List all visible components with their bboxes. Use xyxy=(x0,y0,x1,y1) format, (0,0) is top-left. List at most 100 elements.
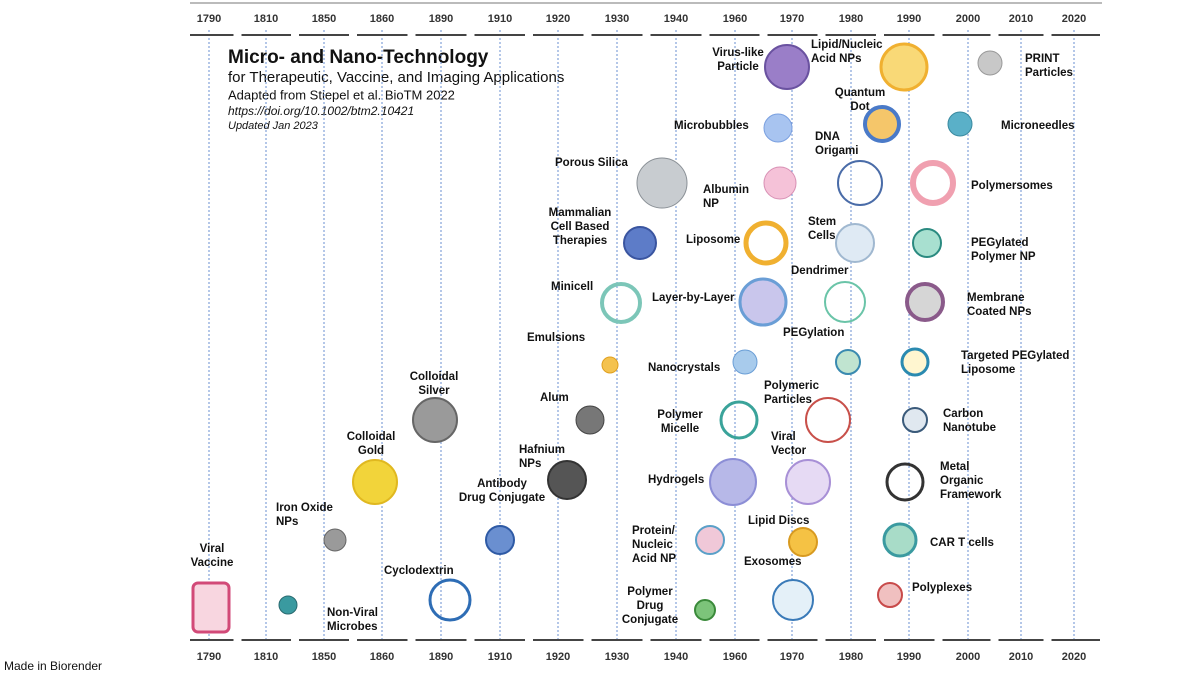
source: Adapted from Stiepel et al. BioTM 2022 xyxy=(228,87,455,102)
item-label: Cells xyxy=(808,230,836,242)
icon xyxy=(600,282,642,324)
icon xyxy=(900,347,930,377)
icon xyxy=(785,459,831,505)
item-label: Acid NPs xyxy=(811,53,862,65)
item-label: Polymersomes xyxy=(971,180,1053,192)
item-label: Nanotube xyxy=(943,422,996,434)
item-label: Gold xyxy=(358,445,384,457)
item-label: Membrane xyxy=(967,292,1025,304)
icon xyxy=(743,220,789,266)
footer: Made in Biorender xyxy=(4,659,102,673)
item-label: Targeted PEGylated xyxy=(961,350,1069,362)
icon xyxy=(805,397,851,443)
icon xyxy=(835,349,861,375)
item-label: Microbes xyxy=(327,621,378,633)
item-label: Conjugate xyxy=(622,614,678,626)
item-label: Therapies xyxy=(553,235,607,247)
item-label: Mammalian xyxy=(549,207,612,219)
icon xyxy=(191,581,231,634)
item-label: CAR T cells xyxy=(930,537,994,549)
year-label: 2000 xyxy=(956,13,980,25)
icon xyxy=(636,157,688,209)
item-label: Liposome xyxy=(686,234,740,246)
item-label: Polymer xyxy=(657,409,703,421)
year-label: 1970 xyxy=(780,651,804,663)
item-label: Vaccine xyxy=(191,557,234,569)
year-label: 1910 xyxy=(488,13,512,25)
year-label: 1890 xyxy=(429,13,453,25)
item-label: Organic xyxy=(940,475,984,487)
item-label: Particle xyxy=(717,61,759,73)
item-label: NPs xyxy=(276,516,298,528)
icon xyxy=(902,407,928,433)
item-label: Virus-like xyxy=(712,47,764,59)
year-label: 1990 xyxy=(897,651,921,663)
icon xyxy=(323,528,347,552)
icon xyxy=(412,397,458,443)
item-label: NPs xyxy=(519,458,541,470)
item-label: Cyclodextrin xyxy=(384,565,454,577)
item-label: Viral xyxy=(200,543,225,555)
item-label: Porous Silica xyxy=(555,157,628,169)
title: Micro- and Nano-Technology xyxy=(228,47,489,68)
icon xyxy=(882,522,918,558)
icon xyxy=(905,282,945,322)
item-label: PRINT xyxy=(1025,53,1060,65)
icon xyxy=(352,459,398,505)
item-label: Hydrogels xyxy=(648,474,704,486)
item-label: Particles xyxy=(1025,67,1073,79)
item-label: NP xyxy=(703,198,719,210)
icon xyxy=(885,462,925,502)
subtitle: for Therapeutic, Vaccine, and Imaging Ap… xyxy=(228,69,564,86)
year-label: 1990 xyxy=(897,13,921,25)
year-label: 2020 xyxy=(1062,651,1086,663)
year-label: 1810 xyxy=(254,651,278,663)
year-label: 2000 xyxy=(956,651,980,663)
year-label: 1790 xyxy=(197,651,221,663)
item-label: Dot xyxy=(850,101,869,113)
year-label: 1850 xyxy=(312,13,336,25)
item-label: Drug Conjugate xyxy=(459,492,545,504)
icon xyxy=(278,595,298,615)
year-label: 1790 xyxy=(197,13,221,25)
year-label: 1860 xyxy=(370,13,394,25)
year-label: 1890 xyxy=(429,651,453,663)
icon xyxy=(947,111,973,137)
icon xyxy=(738,277,788,327)
icon xyxy=(709,458,757,506)
item-label: Liposome xyxy=(961,364,1015,376)
icon xyxy=(877,582,903,608)
icon xyxy=(428,578,472,622)
item-label: Quantum xyxy=(835,87,885,99)
icon xyxy=(977,50,1003,76)
year-label: 1980 xyxy=(839,651,863,663)
icon xyxy=(719,400,759,440)
item-label: Lipid Discs xyxy=(748,515,809,527)
item-label: Alum xyxy=(540,392,569,404)
item-label: Non-Viral xyxy=(327,607,378,619)
year-label: 2010 xyxy=(1009,13,1033,25)
item-label: Lipid/Nucleic xyxy=(811,39,883,51)
item-label: PEGylation xyxy=(783,327,844,339)
icon xyxy=(601,356,619,374)
item-label: Iron Oxide xyxy=(276,502,333,514)
icon xyxy=(837,160,883,206)
item-label: Minicell xyxy=(551,281,593,293)
icon xyxy=(575,405,605,435)
item-label: Coated NPs xyxy=(967,306,1032,318)
item-label: Dendrimer xyxy=(791,265,849,277)
item-label: Stem xyxy=(808,216,836,228)
item-label: Nanocrystals xyxy=(648,362,720,374)
item-label: Polymer NP xyxy=(971,251,1036,263)
year-label: 1930 xyxy=(605,13,629,25)
icon xyxy=(910,160,956,206)
item-label: Metal xyxy=(940,461,969,473)
item-label: Silver xyxy=(418,385,450,397)
item-label: Cell Based xyxy=(551,221,610,233)
item-label: Layer-by-Layer xyxy=(652,292,735,304)
year-label: 1860 xyxy=(370,651,394,663)
year-label: 1850 xyxy=(312,651,336,663)
icon xyxy=(763,113,793,143)
item-label: Exosomes xyxy=(744,556,802,568)
